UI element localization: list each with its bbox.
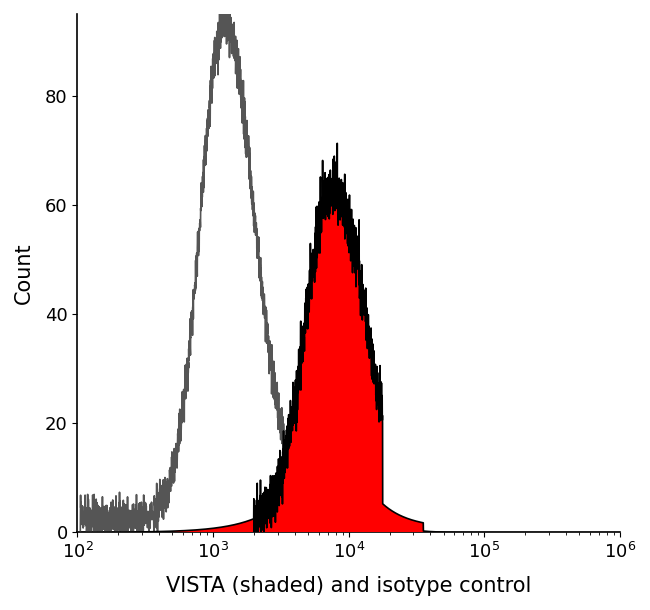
Y-axis label: Count: Count [14,242,34,304]
X-axis label: VISTA (shaded) and isotype control: VISTA (shaded) and isotype control [166,576,532,596]
